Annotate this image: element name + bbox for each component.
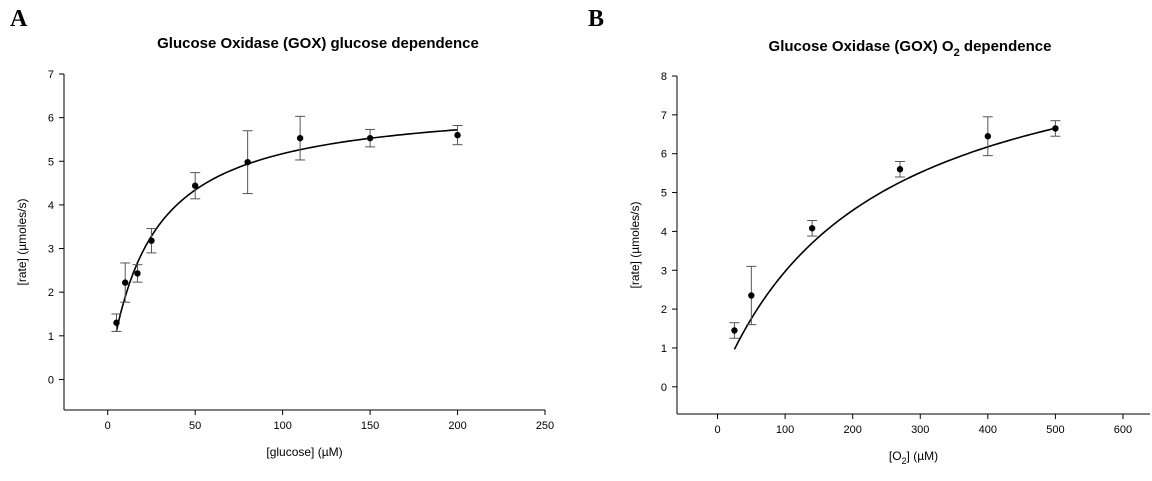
- y-tick-label: 7: [661, 110, 667, 122]
- y-tick-label: 2: [661, 304, 667, 316]
- y-axis-label: [rate] (µmoles/s): [628, 202, 642, 289]
- x-tick-label: 600: [1114, 424, 1132, 436]
- chart-b-svg: Glucose Oxidase (GOX) O2 dependence01234…: [628, 38, 1150, 466]
- data-point: [731, 327, 738, 334]
- x-tick-label: 150: [361, 420, 379, 432]
- data-point: [148, 237, 155, 244]
- x-axis-label-tail: ] (µM): [907, 449, 939, 463]
- fit-curve: [733, 127, 1056, 350]
- x-axis-label: [O2] (µM): [889, 449, 938, 466]
- x-tick-label: 500: [1046, 424, 1064, 436]
- chart-panel-b: B Glucose Oxidase (GOX) O2 dependence 0 1 2…: [576, 0, 1152, 481]
- x-tick-label: 0: [714, 424, 720, 436]
- data-point: [984, 133, 992, 140]
- data-point: [748, 292, 755, 299]
- y-tick-label: 1: [48, 331, 54, 343]
- data-point: [296, 134, 304, 142]
- chart-title-main: Glucose Oxidase (GOX) O: [769, 38, 954, 55]
- x-axis-label-main: [glucose] (µM): [266, 445, 342, 459]
- x-tick-label: 200: [448, 420, 466, 432]
- x-tick-label: 400: [979, 424, 997, 436]
- y-tick-label: 6: [661, 149, 667, 161]
- x-tick-label: 250: [536, 420, 554, 432]
- panel-letter-a: A: [10, 6, 28, 32]
- y-tick-label: 5: [661, 188, 667, 200]
- y-axis-label: [rate] (µmoles/s): [15, 199, 29, 286]
- y-tick-label: 0: [48, 374, 54, 386]
- data-point: [366, 134, 374, 142]
- x-tick-label: 100: [776, 424, 794, 436]
- y-tick-label: 3: [661, 265, 667, 277]
- data-point: [113, 319, 120, 326]
- y-tick-label: 7: [48, 69, 54, 81]
- chart-a-svg: Glucose Oxidase (GOX) glucose dependence…: [15, 35, 554, 459]
- chart-title-subscript: 2: [954, 47, 960, 59]
- x-tick-label: 0: [105, 420, 111, 432]
- x-tick-label: 50: [189, 420, 201, 432]
- x-tick-label: 300: [911, 424, 929, 436]
- y-tick-label: 5: [48, 156, 54, 168]
- y-tick-label: 4: [48, 200, 54, 212]
- data-point: [454, 131, 461, 139]
- y-tick-label: 1: [661, 343, 667, 355]
- fit-curve: [115, 128, 458, 331]
- chart-title-main: Glucose Oxidase (GOX) glucose dependence: [157, 35, 479, 52]
- data-point: [244, 158, 251, 166]
- data-point: [134, 270, 141, 277]
- x-tick-label: 100: [273, 420, 291, 432]
- x-axis-label: [glucose] (µM): [266, 445, 342, 459]
- chart-title-tail: dependence: [960, 38, 1052, 55]
- y-tick-label: 2: [48, 287, 54, 299]
- y-tick-label: 8: [661, 71, 667, 83]
- x-axis-label-main: [O: [889, 449, 902, 463]
- y-tick-label: 0: [661, 382, 667, 394]
- panel-letter-b: B: [588, 6, 605, 32]
- chart-panel-a: A Glucose Oxidase (GOX) glucose dependen…: [10, 6, 554, 459]
- chart-title: Glucose Oxidase (GOX) glucose dependence: [157, 35, 479, 52]
- y-tick-label: 3: [48, 244, 54, 256]
- x-axis-label-subscript: 2: [902, 456, 907, 466]
- x-tick-label: 200: [844, 424, 862, 436]
- data-point: [896, 166, 904, 173]
- data-point: [1052, 125, 1059, 132]
- y-tick-label: 6: [48, 113, 54, 125]
- data-point: [808, 225, 816, 232]
- chart-title: Glucose Oxidase (GOX) O2 dependence: [769, 38, 1052, 59]
- y-tick-label: 4: [661, 226, 667, 238]
- data-point: [191, 182, 199, 189]
- data-point: [122, 279, 129, 286]
